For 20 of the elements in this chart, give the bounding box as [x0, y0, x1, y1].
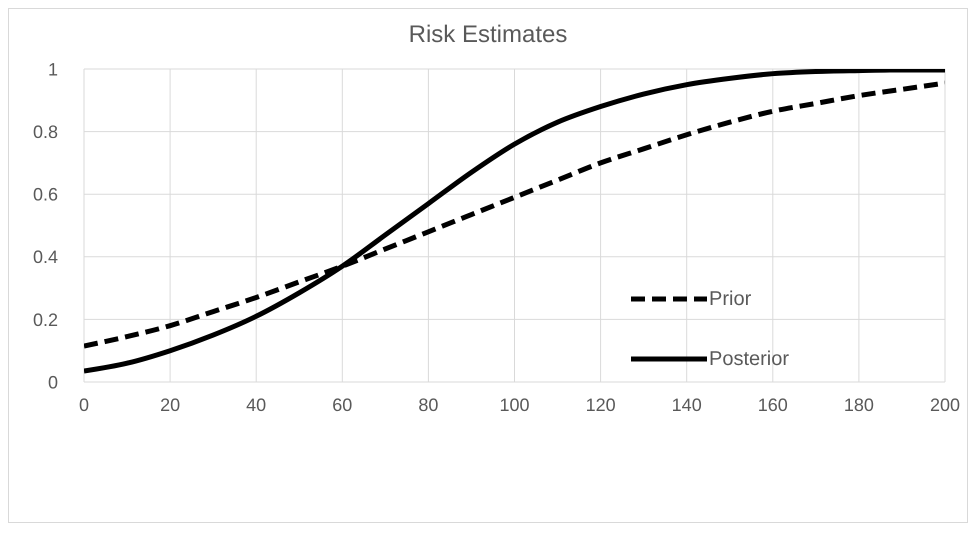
x-tick-label: 40	[246, 394, 266, 415]
x-tick-label: 100	[499, 394, 530, 415]
y-tick-label: 0.6	[32, 184, 58, 205]
x-tick-label: 180	[844, 394, 874, 415]
legend-label: Posterior	[709, 348, 790, 370]
x-tick-label: 120	[586, 394, 616, 415]
y-tick-label: 0.2	[32, 310, 58, 330]
x-tick-label: 200	[930, 394, 960, 415]
y-tick-label: 1	[48, 59, 58, 80]
chart-title: Risk Estimates	[408, 21, 568, 49]
y-tick-label: 0.4	[32, 247, 58, 268]
x-tick-label: 160	[758, 394, 788, 415]
y-tick-label: 0.8	[32, 122, 58, 142]
x-tick-label: 80	[418, 394, 438, 415]
x-tick-label: 0	[78, 394, 90, 415]
x-tick-label: 60	[332, 394, 352, 415]
legend-label: Prior	[709, 288, 752, 310]
x-tick-label: 140	[672, 394, 702, 415]
x-tick-label: 20	[160, 394, 180, 415]
y-tick-label: 0	[48, 372, 58, 392]
